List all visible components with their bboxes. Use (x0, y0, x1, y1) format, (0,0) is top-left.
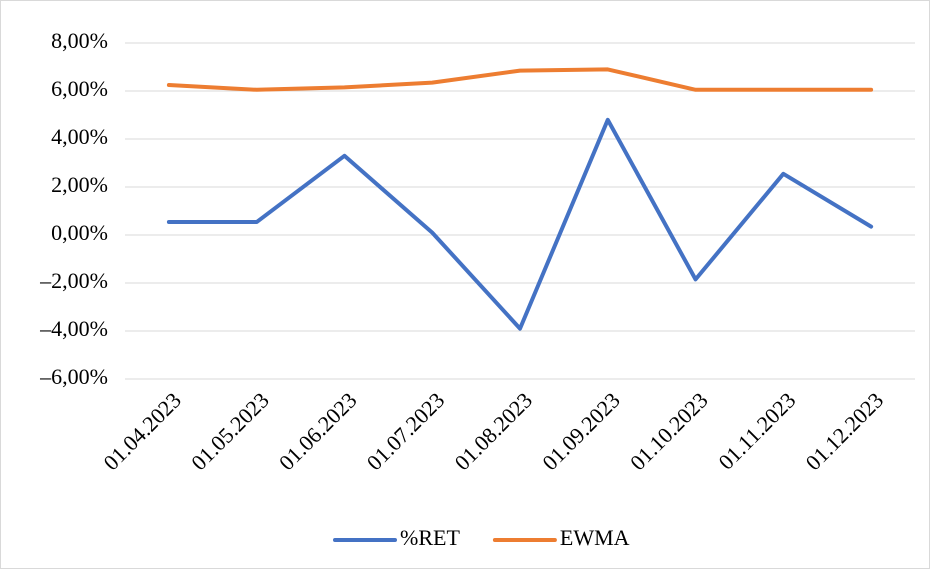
legend-label: EWMA (560, 525, 630, 550)
y-tick-label: 2,00% (51, 172, 108, 197)
y-tick-label: 6,00% (51, 76, 108, 101)
y-tick-label: 4,00% (51, 124, 108, 149)
y-tick-label: –6,00% (39, 364, 108, 389)
line-series (166, 67, 874, 92)
y-tick-label: –2,00% (39, 268, 108, 293)
line-series (166, 117, 874, 331)
legend-label: %RET (400, 525, 460, 550)
y-tick-label: –4,00% (39, 316, 108, 341)
y-tick-label: 8,00% (51, 28, 108, 53)
y-tick-label: 0,00% (51, 220, 108, 245)
